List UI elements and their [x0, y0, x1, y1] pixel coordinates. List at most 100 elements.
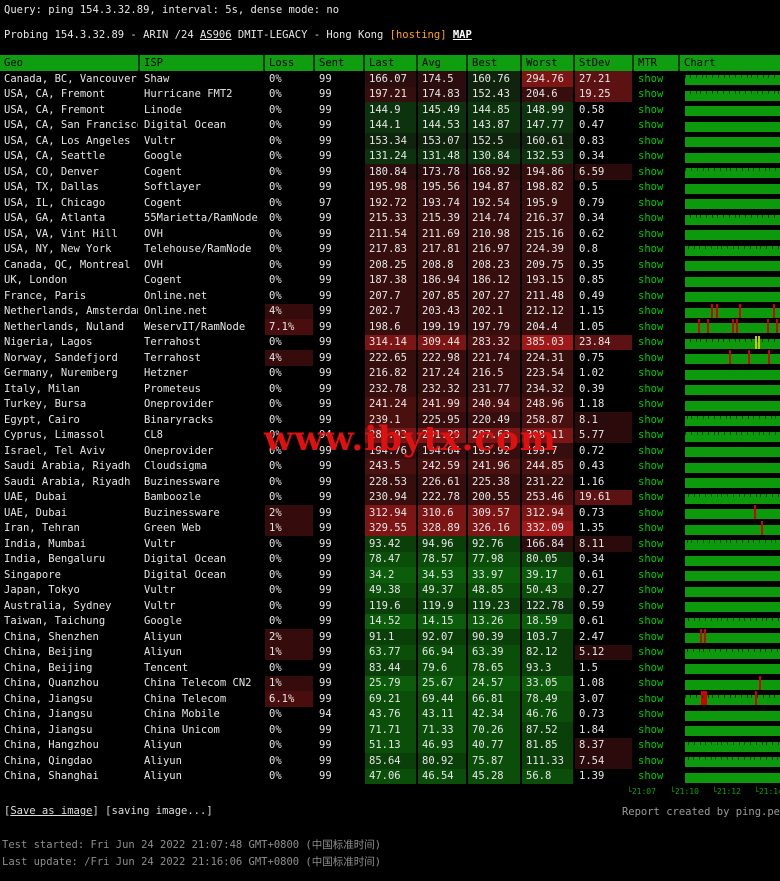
mtr-show-link[interactable]: show — [638, 258, 664, 271]
mtr-show-link[interactable]: show — [638, 320, 664, 333]
mtr-cell[interactable]: show — [633, 675, 680, 691]
mtr-cell[interactable]: show — [633, 272, 680, 288]
mtr-show-link[interactable]: show — [638, 754, 664, 767]
mtr-show-link[interactable]: show — [638, 646, 664, 659]
mtr-cell[interactable]: show — [633, 753, 680, 769]
mtr-cell[interactable]: show — [633, 164, 680, 180]
mtr-show-link[interactable]: show — [638, 708, 664, 721]
mtr-cell[interactable]: show — [633, 489, 680, 505]
mtr-show-link[interactable]: show — [638, 460, 664, 473]
mtr-cell[interactable]: show — [633, 334, 680, 350]
mtr-show-link[interactable]: show — [638, 119, 664, 132]
mtr-cell[interactable]: show — [633, 505, 680, 521]
mtr-show-link[interactable]: show — [638, 181, 664, 194]
mtr-cell[interactable]: show — [633, 613, 680, 629]
mtr-cell[interactable]: show — [633, 288, 680, 304]
mtr-show-link[interactable]: show — [638, 274, 664, 287]
mtr-cell[interactable]: show — [633, 102, 680, 118]
mtr-cell[interactable]: show — [633, 195, 680, 211]
mtr-cell[interactable]: show — [633, 520, 680, 536]
latency-variation-notch — [742, 168, 743, 172]
mtr-cell[interactable]: show — [633, 86, 680, 102]
mtr-show-link[interactable]: show — [638, 289, 664, 302]
mtr-show-link[interactable]: show — [638, 537, 664, 550]
mtr-cell[interactable]: show — [633, 350, 680, 366]
mtr-show-link[interactable]: show — [638, 584, 664, 597]
mtr-cell[interactable]: show — [633, 768, 680, 784]
mtr-cell[interactable]: show — [633, 629, 680, 645]
mtr-show-link[interactable]: show — [638, 491, 664, 504]
mtr-show-link[interactable]: show — [638, 599, 664, 612]
mtr-cell[interactable]: show — [633, 551, 680, 567]
mtr-cell[interactable]: show — [633, 303, 680, 319]
mtr-show-link[interactable]: show — [638, 661, 664, 674]
mtr-cell[interactable]: show — [633, 396, 680, 412]
mtr-show-link[interactable]: show — [638, 568, 664, 581]
mtr-cell[interactable]: show — [633, 381, 680, 397]
mtr-cell[interactable]: show — [633, 598, 680, 614]
mtr-cell[interactable]: show — [633, 241, 680, 257]
hosting-tag[interactable]: [hosting] — [389, 29, 447, 41]
mtr-show-link[interactable]: show — [638, 367, 664, 380]
loss-cell: 0% — [264, 660, 315, 676]
mtr-show-link[interactable]: show — [638, 444, 664, 457]
mtr-cell[interactable]: show — [633, 706, 680, 722]
mtr-cell[interactable]: show — [633, 148, 680, 164]
mtr-show-link[interactable]: show — [638, 475, 664, 488]
mtr-cell[interactable]: show — [633, 365, 680, 381]
mtr-cell[interactable]: show — [633, 644, 680, 660]
mtr-cell[interactable]: show — [633, 427, 680, 443]
mtr-cell[interactable]: show — [633, 133, 680, 149]
mtr-cell[interactable]: show — [633, 412, 680, 428]
chart-cell — [679, 505, 780, 521]
mtr-show-link[interactable]: show — [638, 72, 664, 85]
mtr-cell[interactable]: show — [633, 117, 680, 133]
mtr-show-link[interactable]: show — [638, 429, 664, 442]
latency-variation-notch — [700, 741, 701, 745]
mtr-cell[interactable]: show — [633, 319, 680, 335]
mtr-cell[interactable]: show — [633, 722, 680, 738]
mtr-show-link[interactable]: show — [638, 88, 664, 101]
mtr-show-link[interactable]: show — [638, 212, 664, 225]
mtr-show-link[interactable]: show — [638, 165, 664, 178]
mtr-show-link[interactable]: show — [638, 227, 664, 240]
mtr-show-link[interactable]: show — [638, 739, 664, 752]
mtr-show-link[interactable]: show — [638, 770, 664, 783]
mtr-show-link[interactable]: show — [638, 196, 664, 209]
mtr-cell[interactable]: show — [633, 443, 680, 459]
mtr-cell[interactable]: show — [633, 226, 680, 242]
mtr-cell[interactable]: show — [633, 660, 680, 676]
mtr-show-link[interactable]: show — [638, 677, 664, 690]
mtr-show-link[interactable]: show — [638, 615, 664, 628]
asn-link[interactable]: AS906 — [199, 29, 232, 41]
save-as-image-link[interactable]: Save as image — [10, 805, 93, 817]
mtr-show-link[interactable]: show — [638, 150, 664, 163]
mtr-show-link[interactable]: show — [638, 305, 664, 318]
mtr-show-link[interactable]: show — [638, 630, 664, 643]
mtr-cell[interactable]: show — [633, 179, 680, 195]
mtr-show-link[interactable]: show — [638, 522, 664, 535]
mtr-show-link[interactable]: show — [638, 692, 664, 705]
mtr-cell[interactable]: show — [633, 257, 680, 273]
mtr-cell[interactable]: show — [633, 458, 680, 474]
mtr-show-link[interactable]: show — [638, 506, 664, 519]
mtr-cell[interactable]: show — [633, 536, 680, 552]
mtr-cell[interactable]: show — [633, 567, 680, 583]
mtr-show-link[interactable]: show — [638, 553, 664, 566]
mtr-show-link[interactable]: show — [638, 336, 664, 349]
mtr-cell[interactable]: show — [633, 691, 680, 707]
mtr-cell[interactable]: show — [633, 737, 680, 753]
mtr-show-link[interactable]: show — [638, 413, 664, 426]
mtr-show-link[interactable]: show — [638, 134, 664, 147]
mtr-cell[interactable]: show — [633, 582, 680, 598]
mtr-show-link[interactable]: show — [638, 103, 664, 116]
mtr-show-link[interactable]: show — [638, 243, 664, 256]
mtr-cell[interactable]: show — [633, 474, 680, 490]
map-link[interactable]: MAP — [452, 29, 472, 41]
mtr-show-link[interactable]: show — [638, 723, 664, 736]
mtr-cell[interactable]: show — [633, 210, 680, 226]
mtr-show-link[interactable]: show — [638, 351, 664, 364]
mtr-cell[interactable]: show — [633, 71, 680, 87]
mtr-show-link[interactable]: show — [638, 398, 664, 411]
mtr-show-link[interactable]: show — [638, 382, 664, 395]
